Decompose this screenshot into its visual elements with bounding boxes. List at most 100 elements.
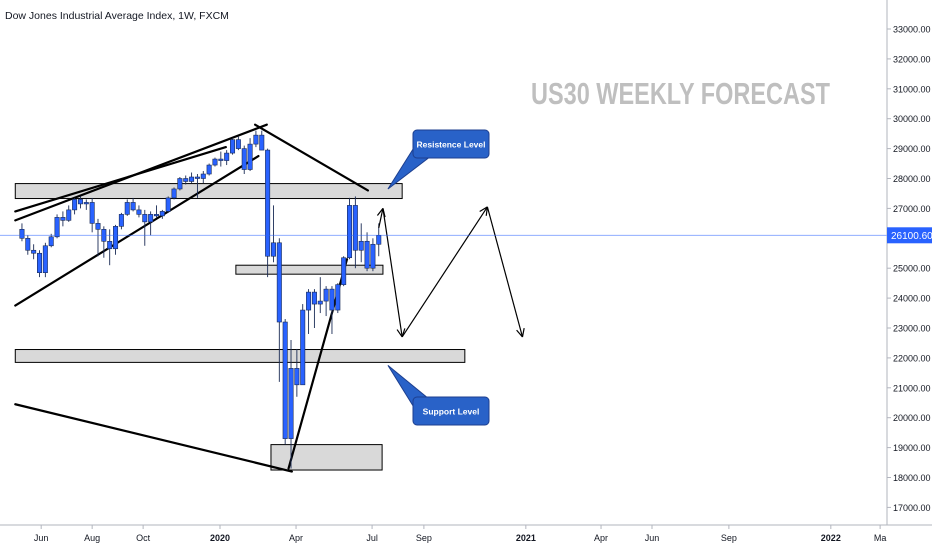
- candle: [218, 151, 224, 167]
- candle: [370, 238, 376, 272]
- candle: [329, 286, 335, 334]
- candle: [311, 289, 317, 328]
- candle-body: [113, 226, 119, 250]
- candle: [89, 197, 95, 233]
- candle-body: [294, 368, 300, 386]
- projection-segment: [401, 206, 488, 338]
- candles-layer: [19, 130, 382, 469]
- candle: [265, 148, 271, 278]
- price-tick-label: 28000.00: [893, 174, 931, 184]
- time-axis: Jun Aug Oct 2020 Apr Jul Sep 2021 Apr Jun Sep 2022 M…: [0, 524, 932, 543]
- candle: [165, 196, 171, 213]
- candle: [183, 175, 189, 185]
- candle: [347, 197, 353, 260]
- candle-body: [60, 217, 66, 221]
- candle: [148, 211, 154, 236]
- price-tick-label: 21000.00: [893, 383, 931, 393]
- time-tick-label: 2021: [516, 533, 536, 543]
- time-tick-label: Jun: [34, 533, 49, 543]
- candle-body: [148, 214, 154, 223]
- candle-body: [183, 178, 189, 182]
- candle: [153, 205, 159, 218]
- candle: [25, 235, 31, 255]
- candle-body: [218, 158, 224, 161]
- price-axis: 33000.00 32000.00 31000.00 30000.00 29000.00…: [886, 0, 931, 525]
- callout-support-level[interactable]: Support Level: [387, 364, 490, 426]
- projection-arrowhead: [521, 328, 525, 338]
- price-tick-label: 23000.00: [893, 324, 931, 334]
- candle-body: [306, 291, 312, 311]
- time-tick-label: 2020: [210, 533, 230, 543]
- time-tick-label: Sep: [721, 533, 737, 543]
- price-tick-label: 31000.00: [893, 84, 931, 94]
- candle-body: [259, 134, 265, 151]
- time-tick-label: Sep: [416, 533, 432, 543]
- candle-body: [48, 236, 54, 247]
- candle-body: [19, 229, 25, 239]
- candle-body: [54, 217, 60, 238]
- time-tick-label: 2022: [821, 533, 841, 543]
- time-tick-label: Apr: [594, 533, 608, 543]
- candle: [124, 199, 130, 216]
- candle: [364, 232, 370, 272]
- time-tick-label: Jul: [366, 533, 378, 543]
- candle: [358, 223, 364, 263]
- candle-body: [212, 158, 218, 166]
- candle: [19, 223, 25, 242]
- price-tick-label: 19000.00: [893, 443, 931, 453]
- candle-body: [276, 242, 282, 323]
- price-tick-label: 30000.00: [893, 114, 931, 124]
- candle-body: [230, 139, 236, 154]
- candle: [294, 348, 300, 397]
- chart-header-title: Dow Jones Industrial Average Index, 1W, …: [5, 10, 229, 22]
- candle: [200, 171, 206, 183]
- candle-body: [189, 176, 195, 182]
- candle: [224, 150, 230, 166]
- candle: [54, 214, 60, 239]
- candle-body: [376, 235, 382, 245]
- candle: [288, 339, 294, 469]
- candle-body: [83, 202, 89, 205]
- candle: [77, 196, 83, 209]
- time-tick-label: Jun: [645, 533, 660, 543]
- candle: [259, 130, 265, 151]
- projection-layer: [376, 206, 525, 338]
- candle-body: [66, 209, 72, 221]
- candle-body: [300, 309, 306, 386]
- candle: [189, 172, 195, 183]
- callout-resistence-level[interactable]: Resistence Level: [387, 129, 490, 190]
- candle: [171, 187, 177, 200]
- candle-body: [171, 188, 177, 199]
- candle-body: [358, 240, 364, 251]
- candle-body: [136, 209, 142, 215]
- projection-arrowhead: [376, 208, 384, 216]
- candle-body: [159, 211, 165, 217]
- callout-box: [412, 129, 490, 159]
- price-tick-label: 25000.00: [893, 264, 931, 274]
- price-tick-label: 20000.00: [893, 413, 931, 423]
- candle: [107, 229, 113, 266]
- candle-body: [107, 240, 113, 250]
- candle-body: [118, 214, 124, 227]
- candle: [306, 289, 312, 334]
- last-price-badge: 26100.60: [887, 227, 932, 244]
- candle-body: [253, 134, 259, 145]
- time-tick-label: Ma: [874, 533, 887, 543]
- candle-body: [370, 243, 376, 269]
- price-tick-label: 17000.00: [893, 503, 931, 513]
- projection-arrowhead: [479, 206, 488, 213]
- candle: [235, 136, 241, 151]
- candle: [270, 205, 276, 263]
- zone-support-level: [14, 349, 466, 363]
- candle: [31, 244, 37, 260]
- candle: [253, 130, 259, 148]
- projection-segment: [382, 208, 403, 338]
- candle: [42, 242, 48, 278]
- candle-body: [194, 176, 200, 179]
- trendline-2: [14, 146, 227, 213]
- candle-body: [77, 199, 83, 205]
- price-tick-label: 22000.00: [893, 353, 931, 363]
- candle-body: [89, 202, 95, 224]
- last-price-badge-bg: [887, 227, 932, 244]
